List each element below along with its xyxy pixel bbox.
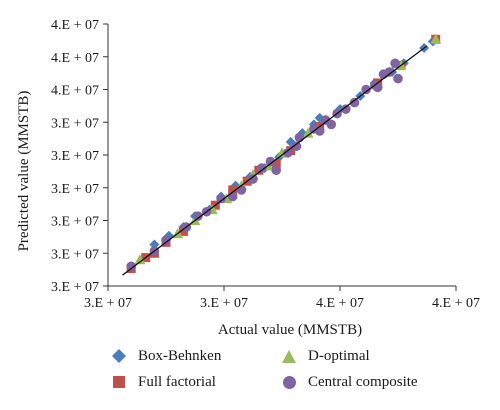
legend-item-d-optimal: D-optimal <box>278 346 468 366</box>
y-tick-label: 3.E + 07 <box>51 149 99 164</box>
y-tick-label: 4.E + 07 <box>51 18 99 33</box>
reference-line <box>122 45 428 276</box>
y-tick-label: 3.E + 07 <box>51 182 99 197</box>
scatter-chart: 3.E + 073.E + 073.E + 073.E + 073.E + 07… <box>16 18 480 338</box>
central-composite-point <box>393 73 403 84</box>
central-composite-point <box>390 58 400 69</box>
circle-marker-icon <box>278 375 300 389</box>
y-tick-label: 3.E + 07 <box>51 116 99 131</box>
central-composite-point <box>265 156 276 167</box>
legend-label: Box-Behnken <box>138 347 222 364</box>
central-composite-point <box>126 261 136 272</box>
central-composite-point <box>291 141 302 152</box>
square-marker-icon <box>108 376 130 388</box>
central-composite-point <box>271 165 282 176</box>
x-tick-label: 3.E + 07 <box>84 296 132 311</box>
full-factorial-point <box>271 159 281 169</box>
triangle-marker-icon <box>278 349 300 363</box>
y-tick-label: 4.E + 07 <box>51 51 99 66</box>
central-composite-point <box>236 185 247 195</box>
d-optimal-point <box>134 254 146 265</box>
full-factorial-point <box>178 226 188 236</box>
diamond-marker-icon <box>108 349 130 363</box>
legend: Box-Behnken D-optimal Full factorial Cen… <box>108 346 468 392</box>
central-composite-point <box>341 104 351 114</box>
y-tick-label: 3.E + 07 <box>51 280 99 295</box>
d-optimal-point <box>302 127 314 138</box>
x-tick-label: 4.E + 07 <box>316 296 364 311</box>
legend-label: D-optimal <box>308 347 370 364</box>
central-composite-point <box>216 193 226 204</box>
central-composite-point <box>314 126 325 136</box>
legend-item-central-composite: Central composite <box>278 372 468 392</box>
central-composite-point <box>349 97 360 108</box>
y-tick-label: 3.E + 07 <box>51 215 99 230</box>
y-axis-title: Predicted value (MMSTB) <box>16 91 32 252</box>
legend-label: Full factorial <box>138 373 216 390</box>
central-composite-point <box>326 119 337 130</box>
central-composite-point <box>283 148 293 158</box>
x-axis-title: Actual value (MMSTB) <box>218 322 362 338</box>
central-composite-point <box>294 132 305 143</box>
central-composite-point <box>248 174 258 184</box>
central-composite-point <box>161 235 171 245</box>
x-tick-label: 4.E + 07 <box>432 296 480 311</box>
legend-item-box-behnken: Box-Behnken <box>108 346 278 366</box>
d-optimal-point <box>430 33 442 44</box>
central-composite-point <box>256 163 267 173</box>
central-composite-point <box>193 211 203 221</box>
legend-item-full-factorial: Full factorial <box>108 372 278 392</box>
full-factorial-point <box>228 185 238 195</box>
y-tick-label: 3.E + 07 <box>51 247 99 262</box>
central-composite-point <box>227 191 238 202</box>
central-composite-point <box>378 69 389 80</box>
x-tick-label: 3.E + 07 <box>200 296 248 311</box>
plot-area: 3.E + 073.E + 073.E + 073.E + 073.E + 07… <box>51 18 480 311</box>
y-tick-label: 4.E + 07 <box>51 84 99 99</box>
central-composite-point <box>361 84 371 95</box>
legend-label: Central composite <box>308 373 418 390</box>
